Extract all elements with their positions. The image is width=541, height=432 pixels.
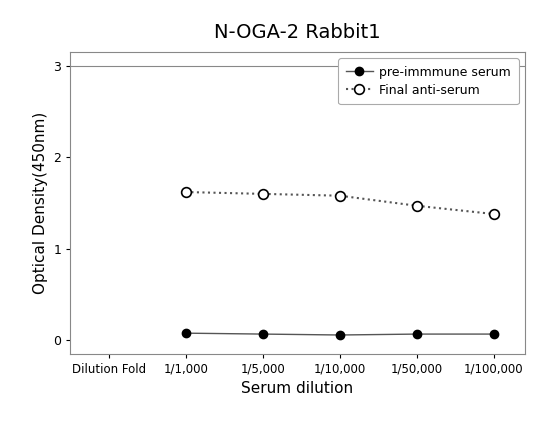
Final anti-serum: [260, 191, 266, 197]
X-axis label: Serum dilution: Serum dilution: [241, 381, 354, 396]
Final anti-serum: [414, 203, 420, 208]
Title: N-OGA-2 Rabbit1: N-OGA-2 Rabbit1: [214, 23, 381, 42]
Y-axis label: Optical Density(450nm): Optical Density(450nm): [33, 112, 48, 294]
pre-immmune serum: [260, 331, 266, 337]
Line: pre-immmune serum: pre-immmune serum: [182, 329, 498, 339]
pre-immmune serum: [183, 330, 189, 336]
pre-immmune serum: [491, 331, 497, 337]
pre-immmune serum: [414, 331, 420, 337]
Legend: pre-immmune serum, Final anti-serum: pre-immmune serum, Final anti-serum: [338, 58, 518, 104]
Final anti-serum: [183, 190, 189, 195]
Final anti-serum: [337, 193, 343, 198]
pre-immmune serum: [337, 332, 343, 337]
Line: Final anti-serum: Final anti-serum: [181, 187, 499, 219]
Final anti-serum: [491, 211, 497, 216]
